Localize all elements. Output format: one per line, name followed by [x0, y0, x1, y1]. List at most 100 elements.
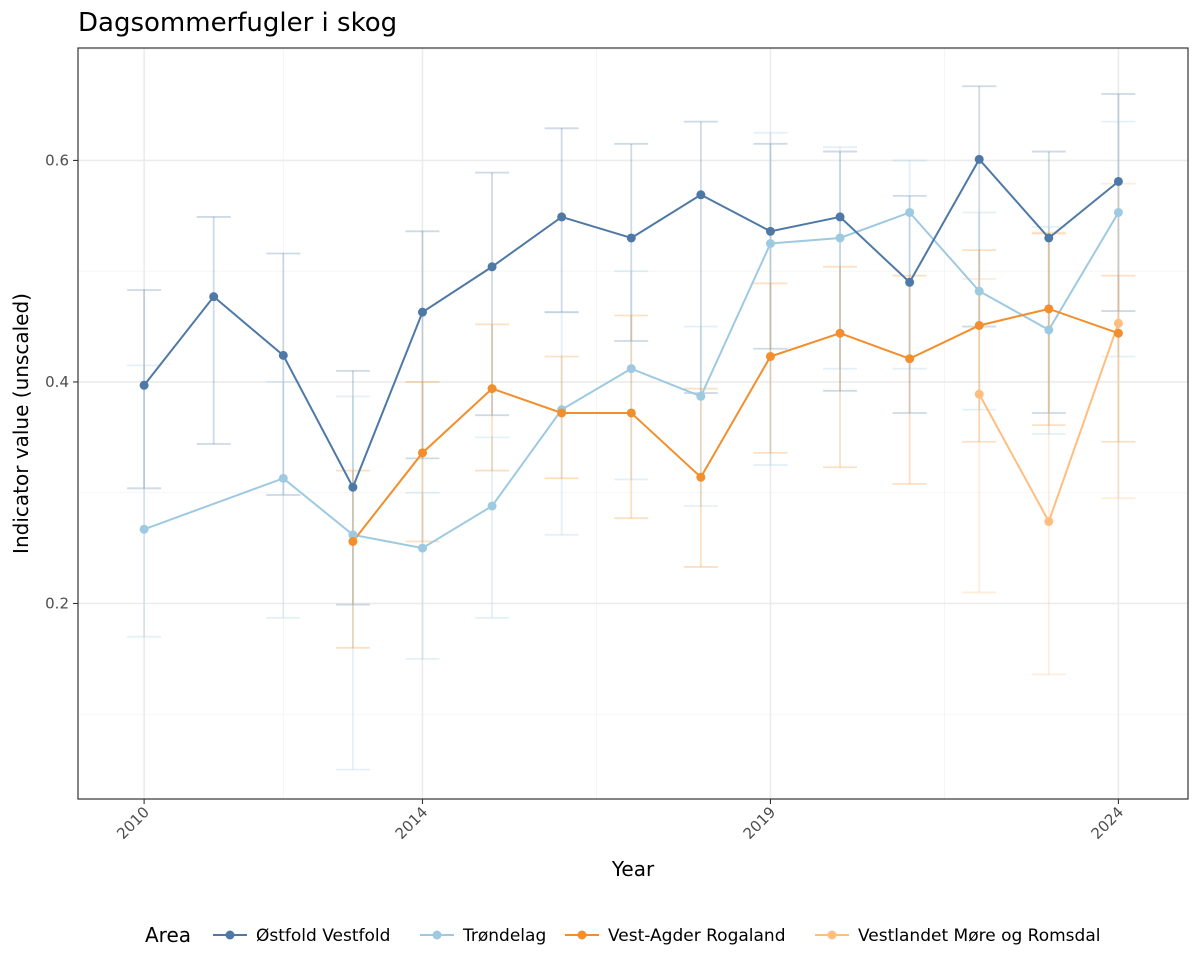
legend-item: Østfold Vestfold — [213, 926, 390, 946]
data-point — [1113, 328, 1123, 338]
data-point — [974, 286, 984, 296]
data-point — [626, 408, 636, 418]
legend-label: Østfold Vestfold — [256, 926, 390, 946]
data-point — [905, 207, 915, 217]
x-axis: 2010 2014 2019 2024 — [113, 799, 1127, 843]
data-point — [139, 380, 149, 390]
legend-item: Trøndelag — [420, 926, 546, 946]
data-point — [974, 320, 984, 330]
data-point — [417, 448, 427, 458]
error-bar — [544, 311, 579, 536]
x-tick-label: 2019 — [740, 803, 780, 843]
data-point — [278, 350, 288, 360]
error-bar — [405, 381, 440, 543]
error-bar — [892, 159, 927, 370]
data-point — [765, 351, 775, 361]
data-point — [417, 543, 427, 553]
data-point — [1113, 176, 1123, 186]
legend-item: Vest-Agder Rogaland — [565, 926, 785, 946]
series-line — [352, 307, 1119, 543]
data-point — [835, 233, 845, 243]
error-bar — [1101, 274, 1136, 443]
data-point — [696, 190, 706, 200]
legend-item: Vestlandet Møre og Romsdal — [815, 926, 1100, 946]
error-bar — [127, 364, 162, 638]
data-point — [487, 384, 497, 394]
legend-key-point — [577, 930, 587, 940]
data-point — [905, 354, 915, 364]
error-bar — [266, 252, 301, 496]
data-point — [974, 154, 984, 164]
data-point — [348, 530, 358, 540]
error-bar — [475, 323, 510, 472]
data-point — [139, 524, 149, 534]
data-point — [1044, 304, 1054, 314]
data-point — [765, 226, 775, 236]
y-tick-label: 0.2 — [45, 594, 69, 612]
error-bar — [614, 270, 649, 481]
data-point — [557, 212, 567, 222]
error-bar — [266, 381, 301, 619]
data-point — [1113, 318, 1123, 328]
legend-key-point — [827, 930, 837, 940]
error-bar — [475, 171, 510, 417]
data-point — [1113, 207, 1123, 217]
x-axis-title: Year — [611, 857, 655, 881]
data-point — [209, 292, 219, 302]
data-point — [835, 212, 845, 222]
data-point — [696, 391, 706, 401]
x-tick-label: 2010 — [113, 803, 153, 843]
data-point — [1044, 517, 1054, 527]
plot-area — [77, 47, 1189, 800]
data-point — [557, 408, 567, 418]
data-point — [1044, 325, 1054, 335]
error-bar — [823, 150, 858, 392]
error-bar — [405, 491, 440, 660]
error-bar — [1031, 231, 1066, 676]
y-tick-label: 0.6 — [45, 151, 69, 169]
error-bar — [823, 265, 858, 469]
data-point — [626, 364, 636, 374]
legend-label: Vestlandet Møre og Romsdal — [858, 926, 1100, 946]
error-bar — [962, 211, 997, 411]
data-point — [696, 472, 706, 482]
data-point — [974, 389, 984, 399]
series-line — [143, 211, 1120, 550]
data-point — [1044, 233, 1054, 243]
gridlines — [78, 48, 1188, 799]
error-bar — [475, 436, 510, 619]
error-bar — [753, 131, 788, 466]
error-bar — [1031, 150, 1066, 414]
legend-key-point — [432, 930, 442, 940]
y-axis-title: Indicator value (unscaled) — [9, 293, 33, 554]
error-bar — [962, 249, 997, 443]
error-bar — [892, 194, 927, 414]
legend-key-point — [225, 930, 235, 940]
legend-label: Trøndelag — [462, 926, 546, 946]
data-point — [278, 473, 288, 483]
error-bar — [892, 274, 927, 485]
y-tick-label: 0.4 — [45, 373, 69, 391]
data-point — [765, 239, 775, 249]
x-tick-label: 2024 — [1088, 803, 1128, 843]
data-point — [417, 307, 427, 317]
legend-items: Østfold Vestfold Trøndelag Vest-Agder Roga… — [213, 926, 1100, 946]
series-points — [139, 154, 1123, 553]
panel-border — [77, 47, 1189, 800]
x-tick-label: 2014 — [392, 803, 432, 843]
legend-title: Area — [145, 923, 191, 947]
chart-title: Dagsommerfugler i skog — [78, 8, 397, 38]
error-bar — [335, 395, 370, 771]
error-bar — [1101, 93, 1136, 312]
data-point — [487, 262, 497, 272]
data-point — [348, 482, 358, 492]
legend: Area Østfold Vestfold Trøndelag Vest-Agder… — [145, 923, 1100, 947]
data-point — [487, 501, 497, 511]
legend-label: Vest-Agder Rogaland — [608, 926, 785, 946]
error-bar — [753, 282, 788, 454]
data-point — [835, 328, 845, 338]
error-bar — [405, 230, 440, 460]
data-point — [905, 277, 915, 287]
y-axis: 0.2 0.4 0.6 — [45, 151, 78, 612]
